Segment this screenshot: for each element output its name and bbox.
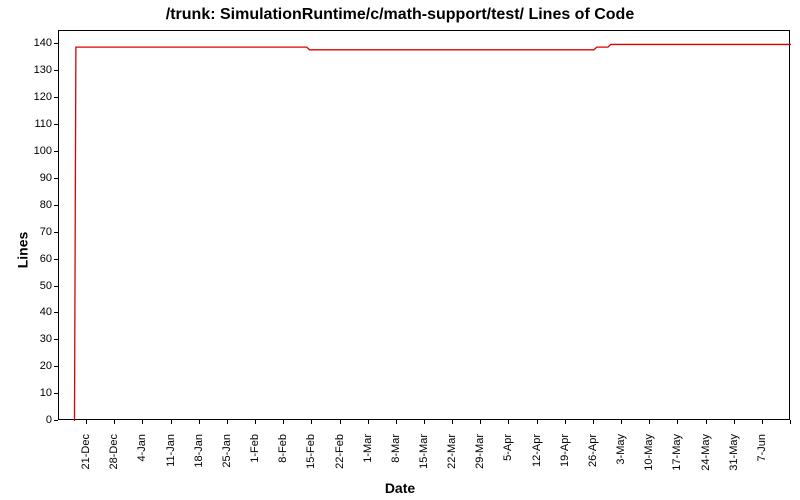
y-tick-label: 100 bbox=[0, 145, 52, 157]
y-tick-mark bbox=[54, 339, 58, 340]
x-tick-label: 31-May bbox=[728, 434, 740, 471]
x-tick-label: 15-Feb bbox=[305, 434, 317, 469]
x-tick-mark bbox=[86, 420, 87, 424]
x-tick-mark bbox=[114, 420, 115, 424]
x-tick-label: 1-Mar bbox=[362, 434, 374, 463]
x-tick-label: 8-Mar bbox=[390, 434, 402, 463]
x-tick-label: 24-May bbox=[700, 434, 712, 471]
x-tick-label: 17-May bbox=[671, 434, 683, 471]
x-tick-mark bbox=[142, 420, 143, 424]
x-tick-mark bbox=[677, 420, 678, 424]
x-tick-label: 21-Dec bbox=[80, 434, 92, 469]
x-tick-mark bbox=[424, 420, 425, 424]
chart-title: /trunk: SimulationRuntime/c/math-support… bbox=[0, 6, 800, 24]
x-tick-mark bbox=[706, 420, 707, 424]
x-tick-label: 3-May bbox=[615, 434, 627, 465]
x-tick-mark bbox=[283, 420, 284, 424]
y-tick-mark bbox=[54, 178, 58, 179]
y-tick-label: 50 bbox=[0, 280, 52, 292]
y-tick-mark bbox=[54, 366, 58, 367]
y-tick-label: 130 bbox=[0, 64, 52, 76]
y-tick-mark bbox=[54, 259, 58, 260]
y-tick-label: 120 bbox=[0, 91, 52, 103]
x-tick-label: 10-May bbox=[643, 434, 655, 471]
x-tick-mark bbox=[311, 420, 312, 424]
x-tick-label: 29-Mar bbox=[474, 434, 486, 469]
x-tick-label: 11-Jan bbox=[165, 434, 177, 467]
y-tick-mark bbox=[54, 286, 58, 287]
x-tick-label: 28-Dec bbox=[108, 434, 120, 469]
x-tick-label: 18-Jan bbox=[193, 434, 205, 468]
x-tick-mark bbox=[565, 420, 566, 424]
y-tick-label: 40 bbox=[0, 306, 52, 318]
y-tick-label: 30 bbox=[0, 333, 52, 345]
line-series bbox=[59, 31, 791, 421]
y-tick-mark bbox=[54, 205, 58, 206]
loc-line bbox=[74, 44, 791, 421]
y-tick-label: 140 bbox=[0, 37, 52, 49]
plot-area bbox=[58, 30, 790, 420]
y-tick-label: 70 bbox=[0, 226, 52, 238]
y-tick-label: 60 bbox=[0, 253, 52, 265]
x-tick-mark bbox=[734, 420, 735, 424]
y-tick-label: 110 bbox=[0, 118, 52, 130]
x-tick-mark bbox=[227, 420, 228, 424]
x-tick-mark bbox=[621, 420, 622, 424]
y-tick-label: 0 bbox=[0, 414, 52, 426]
x-tick-label: 22-Feb bbox=[334, 434, 346, 469]
y-tick-label: 20 bbox=[0, 360, 52, 372]
x-tick-label: 26-Apr bbox=[587, 434, 599, 467]
x-tick-label: 25-Jan bbox=[221, 434, 233, 468]
x-tick-label: 4-Jan bbox=[136, 434, 148, 462]
x-tick-mark bbox=[790, 420, 791, 424]
x-tick-mark bbox=[508, 420, 509, 424]
y-tick-mark bbox=[54, 124, 58, 125]
x-tick-label: 12-Apr bbox=[531, 434, 543, 467]
x-tick-mark bbox=[593, 420, 594, 424]
y-tick-mark bbox=[54, 312, 58, 313]
y-tick-mark bbox=[54, 151, 58, 152]
x-tick-label: 7-Jun bbox=[756, 434, 768, 462]
chart-container: /trunk: SimulationRuntime/c/math-support… bbox=[0, 0, 800, 500]
x-tick-mark bbox=[452, 420, 453, 424]
x-tick-mark bbox=[480, 420, 481, 424]
x-tick-label: 5-Apr bbox=[502, 434, 514, 461]
x-tick-mark bbox=[537, 420, 538, 424]
x-tick-label: 1-Feb bbox=[249, 434, 261, 463]
x-tick-mark bbox=[171, 420, 172, 424]
y-tick-label: 10 bbox=[0, 387, 52, 399]
x-tick-mark bbox=[199, 420, 200, 424]
x-axis-label: Date bbox=[0, 480, 800, 496]
y-tick-mark bbox=[54, 43, 58, 44]
y-tick-label: 80 bbox=[0, 199, 52, 211]
y-tick-mark bbox=[54, 393, 58, 394]
y-tick-label: 90 bbox=[0, 172, 52, 184]
x-tick-label: 19-Apr bbox=[559, 434, 571, 467]
y-tick-mark bbox=[54, 70, 58, 71]
x-tick-mark bbox=[762, 420, 763, 424]
x-tick-mark bbox=[396, 420, 397, 424]
x-tick-label: 22-Mar bbox=[446, 434, 458, 469]
x-tick-mark bbox=[340, 420, 341, 424]
y-tick-mark bbox=[54, 97, 58, 98]
x-tick-label: 8-Feb bbox=[277, 434, 289, 463]
x-tick-mark bbox=[368, 420, 369, 424]
x-tick-label: 15-Mar bbox=[418, 434, 430, 469]
x-tick-mark bbox=[255, 420, 256, 424]
y-tick-mark bbox=[54, 232, 58, 233]
y-tick-mark bbox=[54, 420, 58, 421]
x-tick-mark bbox=[649, 420, 650, 424]
